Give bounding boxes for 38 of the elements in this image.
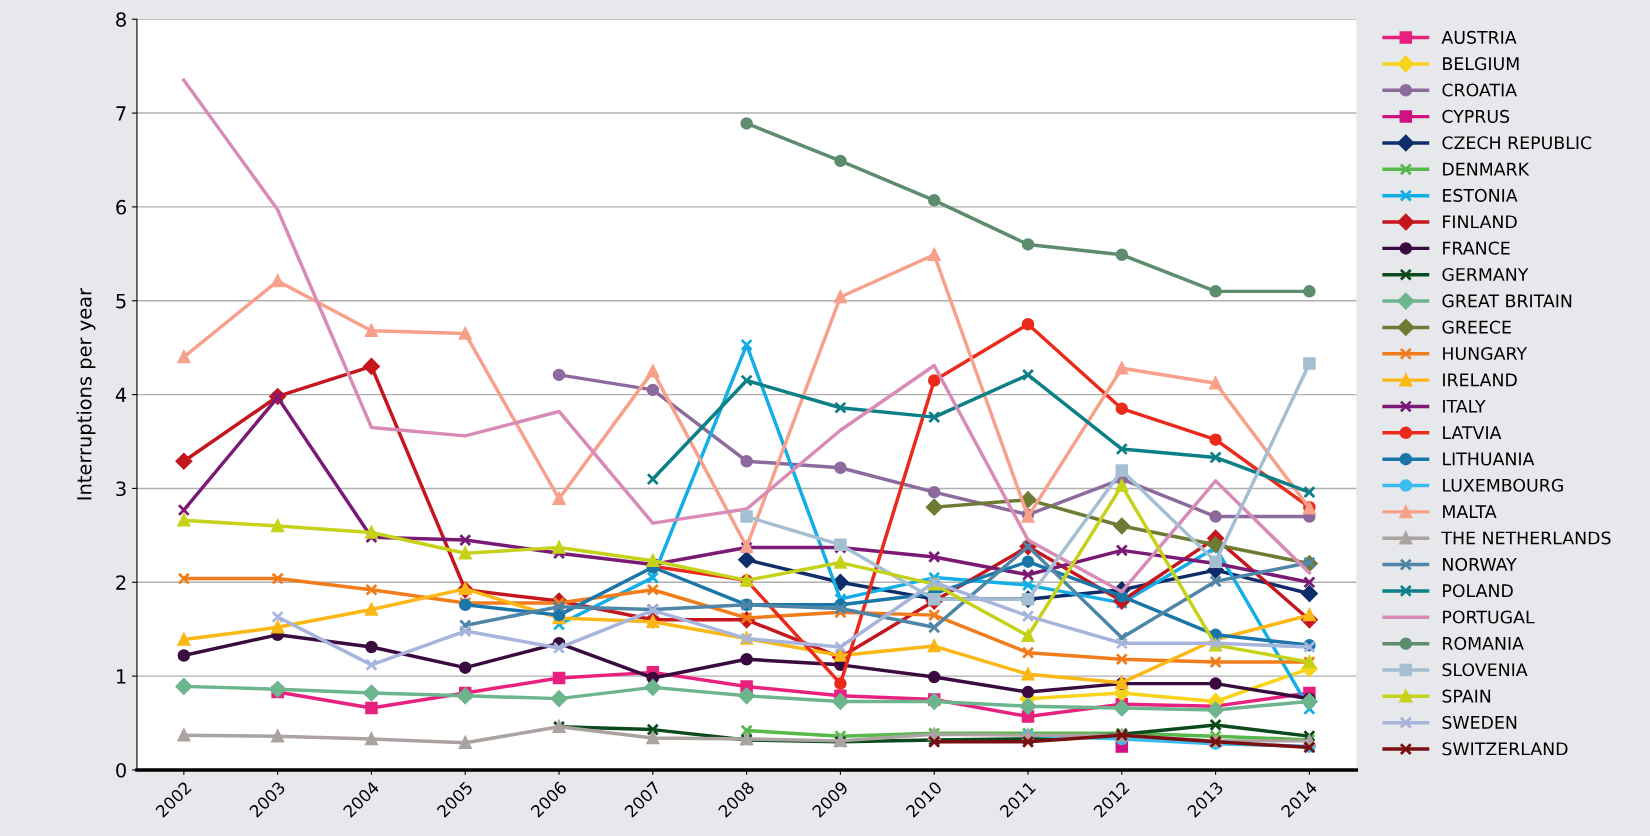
- legend-label: GERMANY: [1442, 267, 1529, 282]
- legend-label: LITHUANIA: [1443, 452, 1535, 466]
- legend-label: ROMANIA: [1443, 636, 1524, 650]
- y-tick-label: 7: [116, 106, 126, 121]
- legend-label: SWITZERLAND: [1442, 742, 1568, 756]
- legend-label: BELGIUM: [1443, 57, 1519, 71]
- legend-label: PORTUGAL: [1443, 610, 1535, 624]
- legend-label: THE NETHERLANDS: [1441, 531, 1611, 545]
- legend-label: LATVIA: [1443, 426, 1502, 439]
- legend-label: ESTONIA: [1443, 188, 1518, 202]
- legend-label: ITALY: [1443, 399, 1486, 413]
- y-tick-label: 1: [116, 669, 126, 684]
- legend-label: IRELAND: [1443, 373, 1517, 387]
- y-tick-label: 8: [116, 12, 126, 27]
- legend-label: AUSTRIA: [1441, 30, 1517, 44]
- legend-label: HUNGARY: [1443, 346, 1528, 361]
- legend-label: SPAIN: [1442, 689, 1491, 703]
- y-tick-label: 6: [116, 199, 126, 215]
- legend-label: CZECH REPUBLIC: [1442, 136, 1592, 150]
- y-tick-label: 2: [116, 575, 126, 590]
- legend-label: NORWAY: [1443, 557, 1517, 571]
- y-tick-label: 5: [116, 293, 126, 309]
- legend-label: POLAND: [1443, 584, 1513, 598]
- legend-label: GREAT BRITAIN: [1442, 294, 1572, 308]
- legend-label: DENMARK: [1443, 162, 1530, 176]
- y-tick-label: 3: [116, 481, 126, 497]
- legend-label: GREECE: [1442, 320, 1511, 334]
- legend-label: CYPRUS: [1442, 109, 1510, 123]
- legend-label: MALTA: [1443, 505, 1497, 518]
- y-axis-title: Interruptions per year: [76, 287, 96, 500]
- legend-label: LUXEMBOURG: [1443, 478, 1563, 492]
- legend-label: FRANCE: [1443, 241, 1510, 255]
- y-tick-label: 0: [116, 762, 126, 778]
- y-tick-label: 4: [115, 387, 127, 402]
- legend-label: FINLAND: [1443, 215, 1517, 229]
- legend-label: SWEDEN: [1442, 715, 1517, 730]
- legend-label: CROATIA: [1442, 83, 1517, 97]
- legend-label: SLOVENIA: [1442, 663, 1528, 677]
